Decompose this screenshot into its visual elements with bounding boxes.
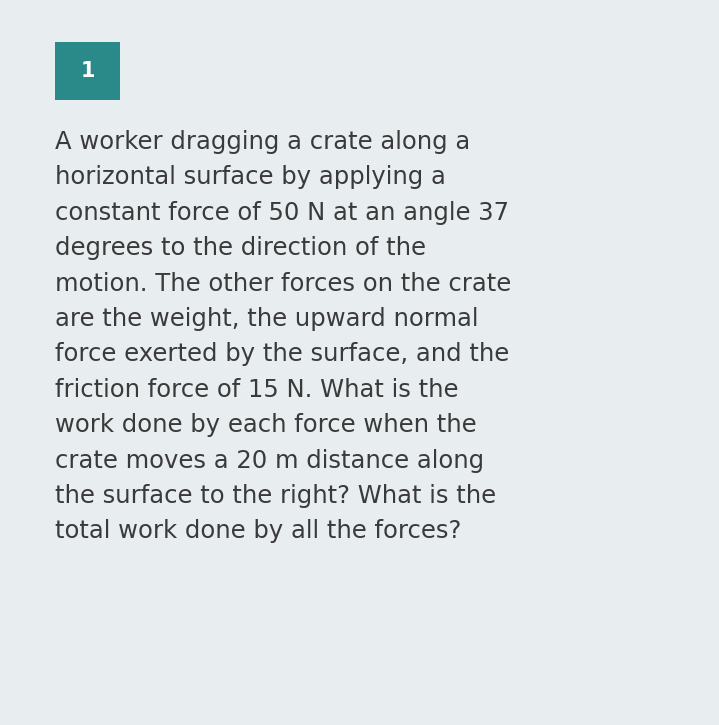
Text: A worker dragging a crate along a
horizontal surface by applying a
constant forc: A worker dragging a crate along a horizo… [55,130,511,544]
FancyBboxPatch shape [55,42,120,100]
Text: 1: 1 [81,61,95,81]
